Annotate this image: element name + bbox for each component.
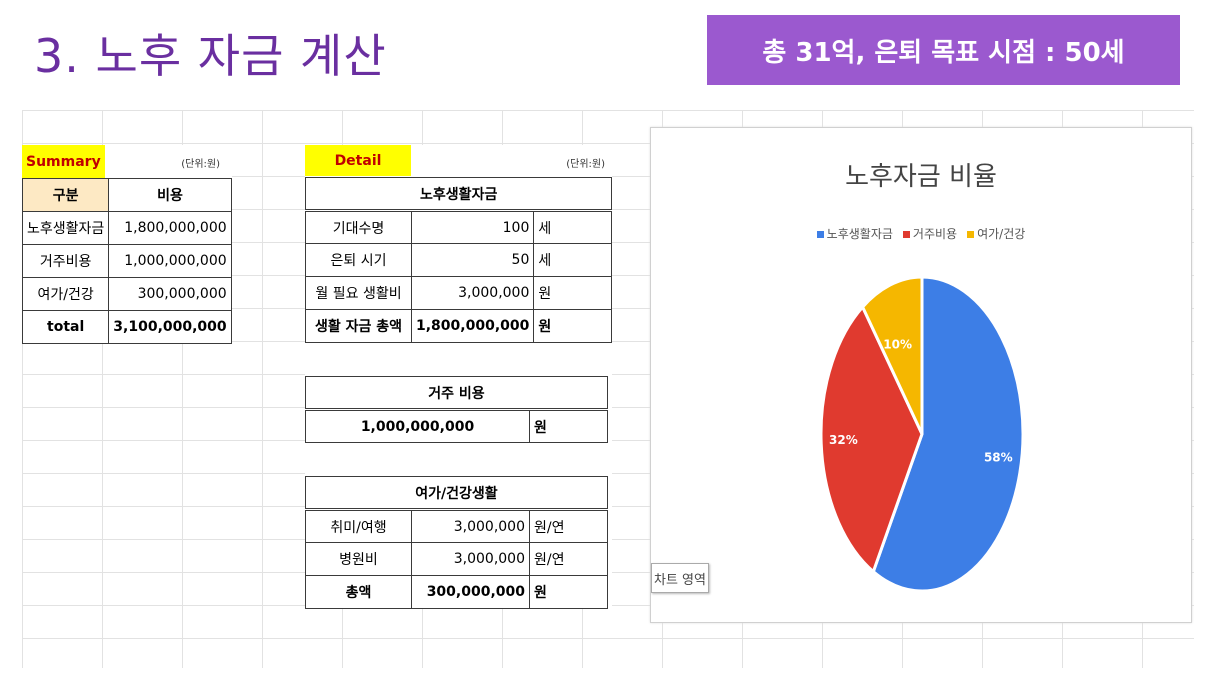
table-row: 생활 자금 총액 1,800,000,000 원 bbox=[305, 309, 613, 343]
living-row-name: 월 필요 생활비 bbox=[305, 276, 412, 310]
housing-title: 거주 비용 bbox=[305, 376, 608, 411]
leisure-row-name: 취미/여행 bbox=[305, 509, 412, 543]
leisure-row-unit: 원/연 bbox=[529, 509, 608, 543]
leisure-title: 여가/건강생활 bbox=[305, 476, 608, 511]
living-total-unit: 원 bbox=[533, 309, 613, 343]
pie-chart[interactable]: 노후자금 비율 노후생활자금 거주비용 여가/건강 58% 32% 10% bbox=[650, 127, 1192, 623]
summary-unit: (단위:원) bbox=[181, 159, 220, 170]
leisure-row-value: 3,000,000 bbox=[411, 509, 530, 543]
summary-table: Summary (단위:원) 구분 비용 노후생활자금 1,800,000,00… bbox=[21, 145, 232, 344]
living-row-name: 기대수명 bbox=[305, 210, 412, 244]
summary-row-value: 1,000,000,000 bbox=[108, 244, 232, 278]
table-row: 병원비 3,000,000 원/연 bbox=[305, 542, 608, 576]
summary-row-name: 노후생활자금 bbox=[21, 211, 110, 245]
leisure-row-unit: 원/연 bbox=[529, 542, 608, 576]
legend-item: 여가/건강 bbox=[967, 225, 1025, 242]
pie-data-label-1: 32% bbox=[829, 433, 858, 447]
table-row: 취미/여행 3,000,000 원/연 bbox=[305, 509, 608, 543]
pie-slice-2[interactable] bbox=[860, 275, 924, 435]
summary-total-label: total bbox=[21, 310, 110, 344]
living-row-value: 3,000,000 bbox=[410, 276, 535, 310]
leisure-row-name: 병원비 bbox=[305, 542, 412, 576]
table-row: 월 필요 생활비 3,000,000 원 bbox=[305, 276, 613, 310]
living-total-name: 생활 자금 총액 bbox=[305, 309, 412, 343]
table-row: 거주비용 1,000,000,000 bbox=[21, 244, 232, 278]
table-row: 노후생활자금 1,800,000,000 bbox=[21, 211, 232, 245]
living-title: 노후생활자금 bbox=[304, 177, 613, 212]
table-row: 총액 300,000,000 원 bbox=[305, 575, 608, 609]
summary-header-category: 구분 bbox=[21, 178, 110, 212]
summary-total-value: 3,100,000,000 bbox=[108, 310, 232, 344]
legend-label: 여가/건강 bbox=[977, 227, 1026, 241]
table-row: total 3,100,000,000 bbox=[21, 310, 232, 344]
leisure-total-name: 총액 bbox=[305, 575, 412, 609]
summary-row-value: 1,800,000,000 bbox=[108, 211, 232, 245]
legend-item: 거주비용 bbox=[902, 225, 958, 242]
summary-label: Summary bbox=[22, 145, 105, 178]
summary-row-value: 300,000,000 bbox=[108, 277, 232, 311]
leisure-row-value: 3,000,000 bbox=[411, 542, 530, 576]
table-row: 여가/건강 300,000,000 bbox=[21, 277, 232, 311]
summary-row-name: 거주비용 bbox=[21, 244, 110, 278]
living-row-name: 은퇴 시기 bbox=[305, 243, 412, 277]
detail-section: Detail (단위:원) 노후생활자금 기대수명 100 세 은퇴 시기 50… bbox=[304, 145, 613, 609]
leisure-total-value: 300,000,000 bbox=[411, 575, 530, 609]
housing-table: 거주 비용 1,000,000,000 원 bbox=[305, 376, 608, 443]
pie-svg: 58% 32% 10% bbox=[819, 275, 1025, 593]
legend-item: 노후생활자금 bbox=[816, 225, 893, 242]
leisure-total-unit: 원 bbox=[529, 575, 608, 609]
pie-slice-1[interactable] bbox=[819, 304, 924, 575]
living-table: 노후생활자금 기대수명 100 세 은퇴 시기 50 세 월 필요 생활비 3,… bbox=[304, 177, 613, 343]
living-row-value: 100 bbox=[410, 210, 535, 244]
goal-badge: 총 31억, 은퇴 목표 시점 : 50세 bbox=[707, 15, 1180, 85]
detail-label: Detail bbox=[305, 145, 411, 176]
chart-legend: 노후생활자금 거주비용 여가/건강 bbox=[651, 225, 1191, 242]
pie-data-label-2: 10% bbox=[883, 337, 912, 351]
detail-unit: (단위:원) bbox=[566, 159, 605, 170]
page-title: 3. 노후 자금 계산 bbox=[34, 29, 387, 83]
living-row-unit: 세 bbox=[533, 243, 613, 277]
leisure-table: 여가/건강생활 취미/여행 3,000,000 원/연 병원비 3,000,00… bbox=[305, 476, 608, 609]
legend-label: 노후생활자금 bbox=[826, 227, 893, 241]
table-row: 은퇴 시기 50 세 bbox=[305, 243, 613, 277]
living-row-value: 50 bbox=[410, 243, 535, 277]
chart-title: 노후자금 비율 bbox=[845, 162, 997, 192]
summary-row-name: 여가/건강 bbox=[21, 277, 110, 311]
summary-header-cost: 비용 bbox=[108, 178, 232, 212]
pie-data-label-0: 58% bbox=[984, 450, 1013, 464]
housing-unit: 원 bbox=[529, 409, 608, 443]
chart-area-tooltip: 차트 영역 bbox=[651, 563, 709, 593]
table-row: 기대수명 100 세 bbox=[305, 210, 613, 244]
housing-value: 1,000,000,000 bbox=[305, 409, 530, 443]
pie-slice-0[interactable] bbox=[871, 275, 1025, 593]
living-row-unit: 세 bbox=[533, 210, 613, 244]
living-total-value: 1,800,000,000 bbox=[410, 309, 535, 343]
legend-label: 거주비용 bbox=[912, 227, 958, 241]
living-row-unit: 원 bbox=[533, 276, 613, 310]
